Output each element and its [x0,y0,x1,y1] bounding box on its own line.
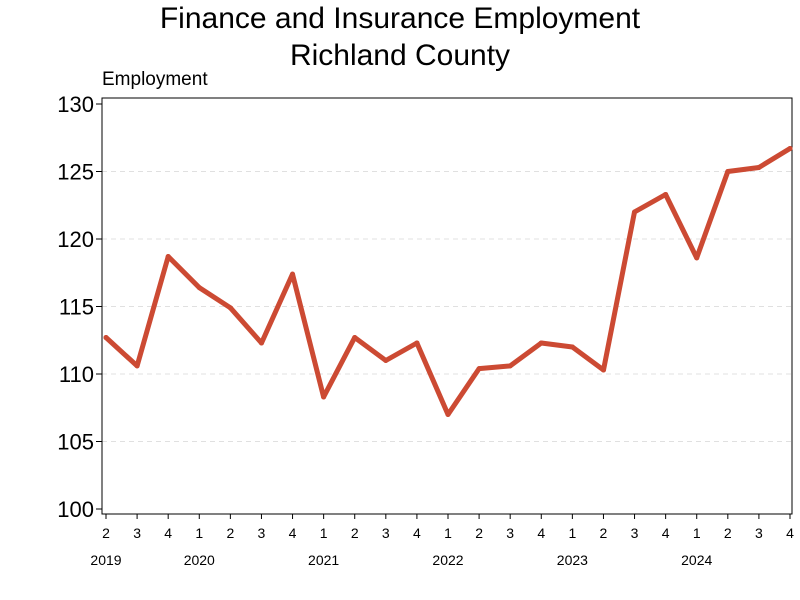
data-point [258,340,264,346]
y-tick-label: 120 [57,227,94,252]
data-point [321,394,327,400]
data-point [227,305,233,311]
x-tick-label: 2 [226,525,234,541]
x-tick-label: 1 [568,525,576,541]
x-tick-label: 3 [133,525,141,541]
data-point [756,164,762,170]
data-point [787,146,793,152]
x-tick-label: 3 [382,525,390,541]
data-point [134,363,140,369]
x-tick-label: 2 [600,525,608,541]
chart-subtitle: Richland County [289,39,511,72]
data-point [569,344,575,350]
x-tick-label: 1 [195,525,203,541]
chart-title: Finance and Insurance Employment [159,2,641,35]
y-tick-label: 115 [59,295,94,320]
x-year-label: 2019 [90,552,121,568]
data-point [414,340,420,346]
data-point [290,271,296,277]
y-tick-label: 110 [59,362,94,387]
data-point [538,340,544,346]
x-tick-label: 2 [102,525,110,541]
y-tick-label: 130 [57,92,94,117]
x-tick-label: 2 [351,525,359,541]
data-point [352,335,358,341]
data-point [632,209,638,215]
data-point [165,254,171,260]
data-point [725,169,731,174]
data-point [196,285,202,291]
x-tick-label: 3 [755,525,763,541]
y-tick-label: 105 [57,430,94,455]
x-year-label: 2021 [308,552,339,568]
x-tick-label: 1 [444,525,452,541]
data-point [663,191,669,197]
data-point [476,366,482,372]
y-tick-label: 100 [57,497,94,522]
x-year-label: 2023 [557,552,588,568]
data-point [445,412,451,417]
y-axis-label: Employment [102,69,208,90]
x-tick-label: 3 [258,525,266,541]
data-point [103,335,109,341]
x-tick-label: 4 [662,525,670,541]
y-tick-label: 125 [57,160,94,185]
x-tick-label: 3 [631,525,639,541]
x-tick-label: 4 [413,525,421,541]
data-point [383,358,389,363]
x-year-label: 2020 [184,552,215,568]
x-tick-label: 1 [693,525,701,541]
x-tick-label: 2 [724,525,732,541]
x-tick-label: 3 [506,525,514,541]
x-year-label: 2024 [681,552,712,568]
data-point [600,367,606,373]
data-point [694,255,700,261]
x-tick-label: 4 [537,525,545,541]
series-line [103,146,793,417]
x-tick-label: 4 [786,525,794,541]
x-tick-label: 2 [475,525,483,541]
data-point [507,363,513,369]
x-tick-label: 4 [289,525,297,541]
x-tick-label: 4 [164,525,172,541]
x-tick-label: 1 [320,525,328,541]
x-year-label: 2022 [432,552,463,568]
